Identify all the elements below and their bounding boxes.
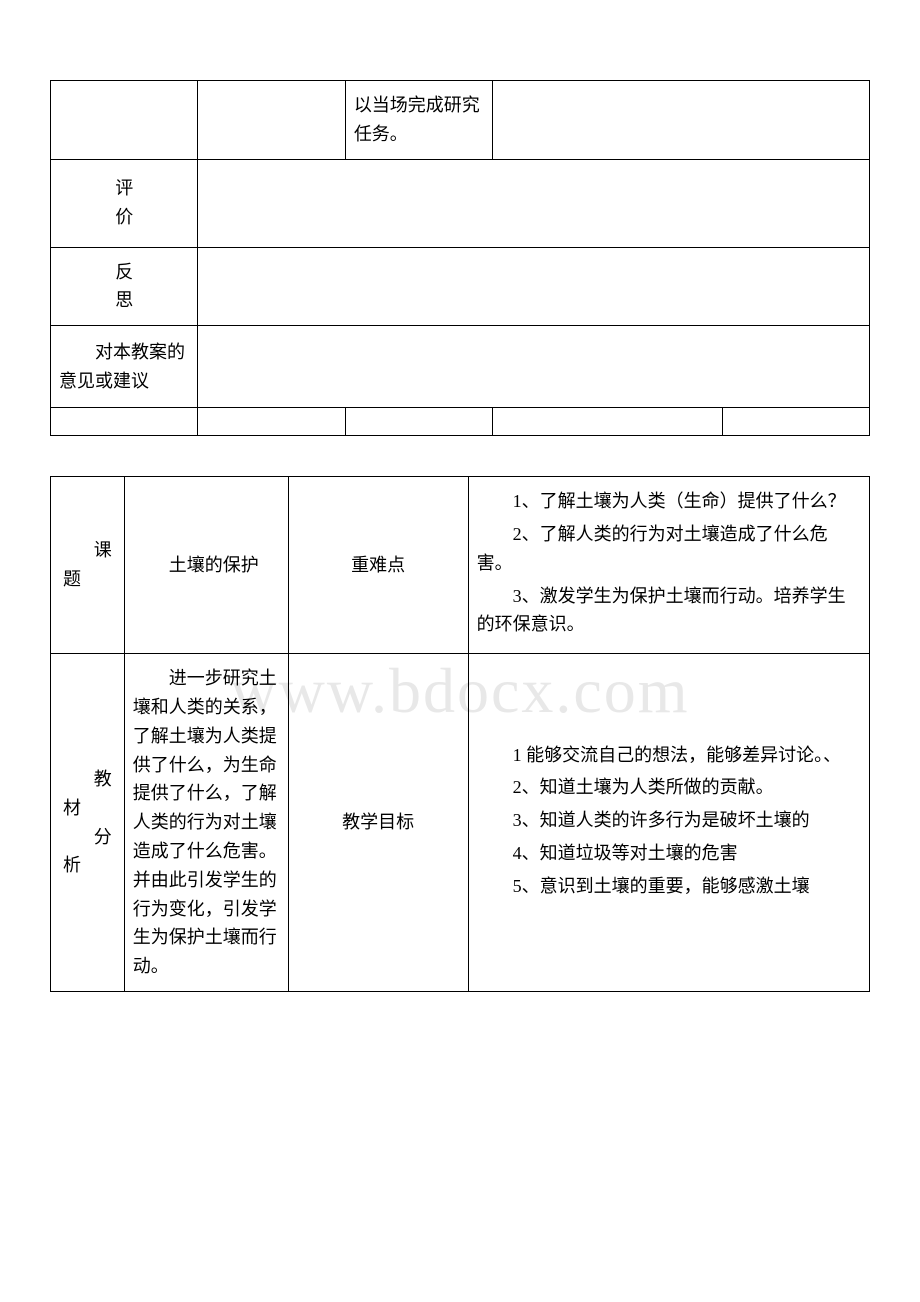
text: 1 能够交流自己的想法，能够差异讨论。、 bbox=[477, 741, 861, 770]
cell-empty bbox=[345, 408, 492, 436]
cell-empty bbox=[198, 408, 345, 436]
cell-empty bbox=[493, 408, 722, 436]
cell-empty bbox=[198, 81, 345, 160]
cell-empty bbox=[198, 159, 870, 247]
cell-label-suggestion: 对本教案的意见或建议 bbox=[51, 326, 198, 408]
cell-empty bbox=[198, 247, 870, 326]
cell-analysis-label: 教 材 分 析 bbox=[51, 654, 125, 992]
upper-table: 以当场完成研究任务。 评 价 反 思 对本教案的意见或建议 bbox=[50, 80, 870, 436]
cell-title-value: 土壤的保护 bbox=[124, 477, 288, 654]
cell-empty bbox=[51, 408, 198, 436]
table-row: 评 价 bbox=[51, 159, 870, 247]
table-row: 教 材 分 析 进一步研究土壤和人类的关系，了解土壤为人类提供了什么，为生命提供… bbox=[51, 654, 870, 992]
label-text: 评 bbox=[59, 174, 189, 203]
label-text: 重难点 bbox=[351, 555, 405, 575]
label-text: 教 bbox=[59, 765, 116, 794]
table-row: 反 思 bbox=[51, 247, 870, 326]
label-text: 分 bbox=[59, 823, 116, 852]
lesson-plan-table: 课 题 土壤的保护 重难点 1、了解土壤为人类（生命）提供了什么？ 2、了解人类… bbox=[50, 476, 870, 992]
label-text: 思 bbox=[59, 286, 189, 315]
text: 5、意识到土壤的重要，能够感激土壤 bbox=[477, 872, 861, 901]
table-row: 以当场完成研究任务。 bbox=[51, 81, 870, 160]
table-row bbox=[51, 408, 870, 436]
cell-label-reflect: 反 思 bbox=[51, 247, 198, 326]
label-text: 价 bbox=[59, 203, 189, 232]
text: 4、知道垃圾等对土壤的危害 bbox=[477, 839, 861, 868]
cell-analysis-text: 进一步研究土壤和人类的关系，了解土壤为人类提供了什么，为生命提供了什么，了解人类… bbox=[124, 654, 288, 992]
cell-objective-content: 1 能够交流自己的想法，能够差异讨论。、 2、知道土壤为人类所做的贡献。 3、知… bbox=[468, 654, 869, 992]
cell-keypoint-label: 重难点 bbox=[288, 477, 468, 654]
text: 1、了解土壤为人类（生命）提供了什么？ bbox=[477, 487, 861, 516]
text: 3、知道人类的许多行为是破坏土壤的 bbox=[477, 806, 861, 835]
label-text: 材 bbox=[59, 794, 116, 823]
label-text: 反 bbox=[59, 258, 189, 287]
cell-empty bbox=[493, 81, 870, 160]
label-text: 对本教案的意见或建议 bbox=[59, 338, 189, 396]
label-text: 析 bbox=[59, 851, 116, 880]
cell-keypoint-content: 1、了解土壤为人类（生命）提供了什么？ 2、了解人类的行为对土壤造成了什么危害。… bbox=[468, 477, 869, 654]
cell-title-label: 课 题 bbox=[51, 477, 125, 654]
text: 2、了解人类的行为对土壤造成了什么危害。 bbox=[477, 520, 861, 578]
label-text: 教学目标 bbox=[342, 812, 414, 832]
text: 土壤的保护 bbox=[133, 551, 280, 580]
text: 进一步研究土壤和人类的关系，了解土壤为人类提供了什么，为生命提供了什么，了解人类… bbox=[133, 664, 280, 981]
table-row: 课 题 土壤的保护 重难点 1、了解土壤为人类（生命）提供了什么？ 2、了解人类… bbox=[51, 477, 870, 654]
cell-objective-label: 教学目标 bbox=[288, 654, 468, 992]
label-text: 课 bbox=[59, 536, 116, 565]
table-row: 对本教案的意见或建议 bbox=[51, 326, 870, 408]
cell-empty bbox=[722, 408, 869, 436]
text: 2、知道土壤为人类所做的贡献。 bbox=[477, 773, 861, 802]
cell-label-evaluate: 评 价 bbox=[51, 159, 198, 247]
cell-empty bbox=[51, 81, 198, 160]
cell-empty bbox=[198, 326, 870, 408]
text: 3、激发学生为保护土壤而行动。培养学生的环保意识。 bbox=[477, 582, 861, 640]
label-text: 题 bbox=[59, 565, 116, 594]
cell-text: 以当场完成研究任务。 bbox=[345, 81, 492, 160]
